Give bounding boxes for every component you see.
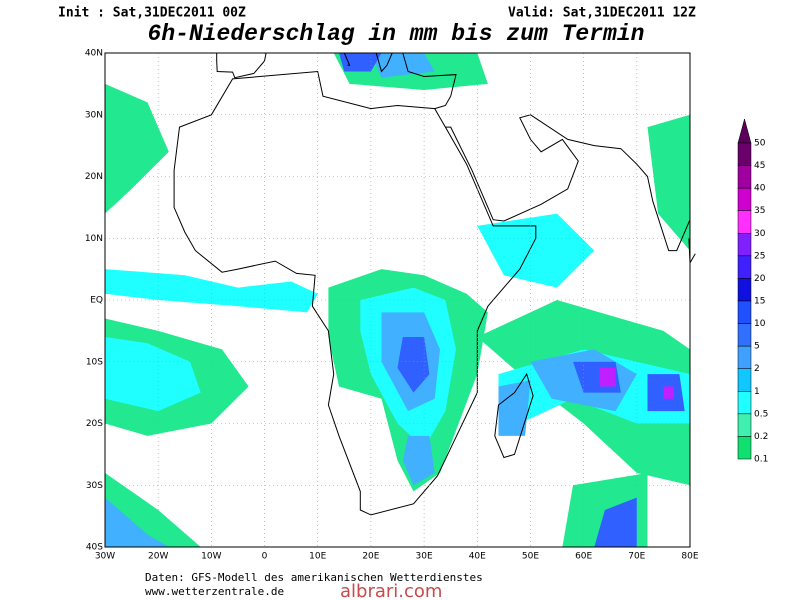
map-frame [104, 52, 691, 548]
legend-label: 1 [754, 387, 760, 397]
coastlines [173, 52, 696, 516]
legend-swatch [737, 278, 752, 302]
legend-swatch [737, 323, 752, 347]
precip-area [498, 380, 531, 436]
lon-label: 0 [262, 552, 268, 562]
legend-label: 20 [754, 274, 766, 284]
legend-label: 0.1 [754, 455, 768, 465]
valid-time: Valid: Sat,31DEC2011 12Z [508, 6, 696, 21]
precip-area [370, 53, 435, 78]
legend-swatch [737, 142, 752, 166]
lat-label: 10N [85, 234, 103, 244]
lon-label: 20W [148, 552, 168, 562]
precip-area [477, 213, 595, 288]
legend-label: 2 [754, 364, 760, 374]
website: www.wetterzentrale.de [145, 585, 284, 598]
legend-label: 15 [754, 297, 765, 307]
lon-label: 50E [522, 552, 539, 562]
legend-swatch [737, 300, 752, 324]
precip-area [105, 83, 169, 214]
coastline [173, 70, 537, 516]
coastline [343, 52, 351, 66]
lon-label: 70E [628, 552, 645, 562]
legend-label: 25 [754, 251, 765, 261]
lon-label: 60E [575, 552, 592, 562]
legend-swatch [737, 436, 752, 460]
legend-label: 30 [754, 229, 766, 239]
coastline [494, 372, 534, 459]
legend-label: 5 [754, 342, 760, 352]
legend-swatch [737, 368, 752, 392]
legend-label: 0.2 [754, 432, 768, 442]
legend-label: 45 [754, 161, 765, 171]
coastline [402, 52, 457, 110]
lat-label: 10S [86, 357, 103, 367]
legend-arrow [737, 118, 752, 144]
color-legend: 50 45 40 35 30 25 20 15 10 5 2 1 0.5 0.2 0.1 [737, 118, 768, 465]
precip-area [647, 114, 690, 251]
lat-label: 20N [85, 172, 103, 182]
lon-label: 40E [469, 552, 486, 562]
legend-swatch [737, 345, 752, 369]
map-title: 6h-Niederschlag in mm bis zum Termin [148, 21, 645, 47]
precip-area [105, 497, 169, 547]
legend-label: 35 [754, 206, 765, 216]
precip-area [397, 337, 430, 393]
legend-label: 50 [754, 139, 766, 149]
precip-area [105, 337, 201, 412]
precipitation-field [105, 53, 690, 547]
legend-swatch [737, 391, 752, 415]
legend-swatch [737, 413, 752, 437]
lon-label: 10E [309, 552, 326, 562]
lat-label: EQ [90, 296, 103, 306]
lon-label: 20E [362, 552, 379, 562]
lat-label: 30S [86, 481, 103, 491]
legend-label: 0.5 [754, 409, 768, 419]
precip-area [402, 435, 435, 486]
data-source: Daten: GFS-Modell des amerikanischen Wet… [145, 571, 483, 584]
init-time: Init : Sat,31DEC2011 00Z [58, 6, 246, 21]
legend-swatch [737, 210, 752, 234]
precip-area [663, 386, 674, 399]
lat-label: 20S [86, 419, 103, 429]
lat-label: 40N [85, 49, 103, 59]
legend-swatch [737, 255, 752, 279]
legend-label: 10 [754, 319, 766, 329]
coastline [375, 52, 393, 73]
lon-label: 80E [681, 552, 698, 562]
legend-swatch [737, 233, 752, 257]
legend-label: 40 [754, 184, 766, 194]
lat-label: 30N [85, 110, 103, 120]
lon-label: 10W [201, 552, 221, 562]
coastline [445, 114, 691, 252]
legend-swatch [737, 187, 752, 211]
watermark: albrari.com [340, 581, 442, 600]
legend-swatch [737, 165, 752, 189]
lat-label: 40S [86, 543, 103, 553]
precip-area [594, 497, 637, 547]
precip-area [599, 367, 616, 387]
lon-label: 30E [416, 552, 433, 562]
coastline [216, 52, 267, 79]
lon-label: 30W [95, 552, 115, 562]
